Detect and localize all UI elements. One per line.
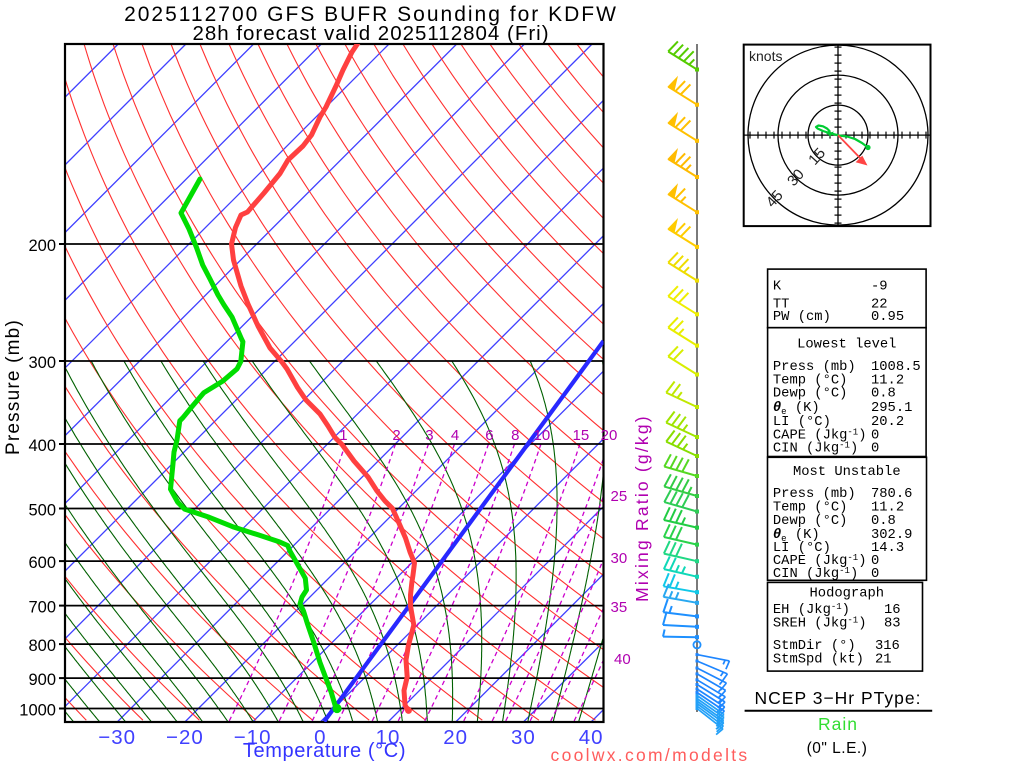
svg-text:600: 600 xyxy=(28,554,56,572)
svg-text:1008.5: 1008.5 xyxy=(871,360,921,375)
svg-text:800: 800 xyxy=(28,637,56,655)
svg-text:Mixing Ratio (g/kg): Mixing Ratio (g/kg) xyxy=(632,414,652,602)
svg-text:16: 16 xyxy=(884,603,901,618)
svg-text:28h forecast valid 2025112804: 28h forecast valid 2025112804 (Fri) xyxy=(192,22,549,45)
svg-text:0: 0 xyxy=(871,429,879,444)
svg-text:10: 10 xyxy=(534,427,551,444)
svg-text:0.95: 0.95 xyxy=(871,310,904,325)
svg-text:300: 300 xyxy=(28,354,56,372)
svg-text:SREH (Jkg-1): SREH (Jkg-1) xyxy=(773,616,867,632)
svg-text:10: 10 xyxy=(376,726,401,749)
svg-text:StmDir (°): StmDir (°) xyxy=(773,638,856,654)
svg-text:(0" L.E.): (0" L.E.) xyxy=(807,740,868,757)
svg-text:PW (cm): PW (cm) xyxy=(773,309,831,325)
svg-text:Temp (°C): Temp (°C) xyxy=(773,500,848,516)
svg-text:20.2: 20.2 xyxy=(871,415,904,430)
svg-text:StmSpd (kt): StmSpd (kt) xyxy=(773,652,864,668)
svg-text:2025112700 GFS BUFR Sounding f: 2025112700 GFS BUFR Sounding for KDFW xyxy=(124,3,618,26)
svg-text:83: 83 xyxy=(884,617,901,632)
svg-text:−10: −10 xyxy=(234,726,272,749)
svg-text:295.1: 295.1 xyxy=(871,401,912,416)
svg-text:30: 30 xyxy=(611,550,628,567)
svg-text:0: 0 xyxy=(871,554,879,569)
svg-text:780.6: 780.6 xyxy=(871,487,912,502)
svg-text:Rain: Rain xyxy=(818,714,858,734)
svg-text:40: 40 xyxy=(579,726,604,749)
svg-text:CAPE (Jkg-1): CAPE (Jkg-1) xyxy=(773,428,867,444)
svg-text:900: 900 xyxy=(28,671,56,689)
svg-text:8: 8 xyxy=(511,427,519,444)
svg-text:400: 400 xyxy=(28,437,56,455)
svg-text:11.2: 11.2 xyxy=(871,374,904,389)
svg-text:25: 25 xyxy=(611,488,628,505)
svg-text:15: 15 xyxy=(573,427,590,444)
svg-text:14.3: 14.3 xyxy=(871,541,904,556)
svg-text:0: 0 xyxy=(871,442,879,457)
svg-text:40: 40 xyxy=(614,651,631,668)
svg-text:200: 200 xyxy=(28,237,56,255)
svg-text:4: 4 xyxy=(451,427,459,444)
svg-text:20: 20 xyxy=(601,427,618,444)
svg-text:-9: -9 xyxy=(871,280,888,295)
svg-text:0.8: 0.8 xyxy=(871,514,896,529)
svg-text:−30: −30 xyxy=(98,726,136,749)
svg-text:EH (Jkg-1): EH (Jkg-1) xyxy=(773,602,850,618)
svg-text:CIN (Jkg-1): CIN (Jkg-1) xyxy=(773,441,858,457)
svg-text:Press (mb): Press (mb) xyxy=(773,359,856,375)
svg-text:0: 0 xyxy=(314,726,326,749)
svg-text:35: 35 xyxy=(611,599,628,616)
svg-text:Lowest level: Lowest level xyxy=(797,337,896,353)
svg-text:6: 6 xyxy=(485,427,493,444)
svg-text:2: 2 xyxy=(392,427,400,444)
svg-text:Dewp (°C): Dewp (°C) xyxy=(773,513,848,529)
svg-text:302.9: 302.9 xyxy=(871,528,912,543)
svg-text:316: 316 xyxy=(875,639,900,654)
svg-text:LI (°C): LI (°C) xyxy=(773,414,831,430)
svg-text:Most Unstable: Most Unstable xyxy=(793,464,901,480)
svg-text:1000: 1000 xyxy=(19,702,56,720)
svg-text:CIN (Jkg-1): CIN (Jkg-1) xyxy=(773,566,858,582)
svg-text:700: 700 xyxy=(28,599,56,617)
svg-text:22: 22 xyxy=(871,298,888,313)
svg-text:30: 30 xyxy=(511,726,536,749)
svg-text:LI (°C): LI (°C) xyxy=(773,540,831,556)
svg-text:θe (K): θe (K) xyxy=(773,527,820,544)
svg-text:TT: TT xyxy=(773,298,790,313)
svg-text:0: 0 xyxy=(871,567,879,582)
svg-text:1: 1 xyxy=(339,427,347,444)
svg-text:K: K xyxy=(773,280,782,295)
svg-text:coolwx.com/modelts: coolwx.com/modelts xyxy=(551,745,750,765)
svg-text:11.2: 11.2 xyxy=(871,501,904,516)
svg-text:Hodograph: Hodograph xyxy=(810,586,885,602)
svg-text:θe (K): θe (K) xyxy=(773,400,820,417)
svg-text:500: 500 xyxy=(28,502,56,520)
svg-text:0.8: 0.8 xyxy=(871,387,896,402)
svg-text:Press (mb): Press (mb) xyxy=(773,486,856,502)
svg-text:Pressure (mb): Pressure (mb) xyxy=(3,319,24,455)
svg-text:Temp (°C): Temp (°C) xyxy=(773,373,848,389)
svg-text:CAPE (Jkg-1): CAPE (Jkg-1) xyxy=(773,553,867,569)
svg-text:−20: −20 xyxy=(166,726,204,749)
svg-text:knots: knots xyxy=(749,48,782,64)
svg-text:Temperature (°C): Temperature (°C) xyxy=(243,740,406,762)
svg-text:20: 20 xyxy=(443,726,468,749)
svg-text:NCEP 3−Hr PType:: NCEP 3−Hr PType: xyxy=(755,688,922,708)
svg-text:21: 21 xyxy=(875,653,892,668)
svg-text:Dewp (°C): Dewp (°C) xyxy=(773,386,848,402)
svg-text:3: 3 xyxy=(425,427,433,444)
